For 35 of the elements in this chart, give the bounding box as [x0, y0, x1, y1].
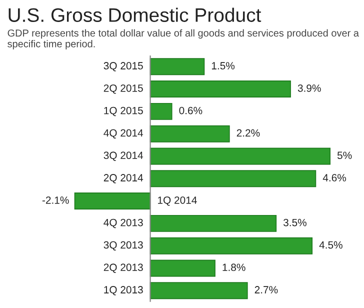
chart-subtitle: GDP represents the total dollar value of all goods and services produced over a specific time period.	[8, 29, 359, 50]
data-label: 2.7%	[254, 286, 278, 294]
y-tick-label: 3Q 2015	[104, 62, 143, 72]
data-label: 1.5%	[212, 62, 235, 70]
bar	[150, 214, 277, 232]
y-tick-label: 2Q 2014	[104, 174, 144, 184]
data-label: 1.8%	[222, 264, 246, 272]
bar	[150, 170, 316, 188]
bar	[150, 282, 248, 300]
chart-title: U.S. Gross Domestic Product	[8, 8, 262, 22]
y-tick-label: 4Q 2013	[104, 218, 143, 228]
bar	[150, 148, 331, 165]
data-label: 3.9%	[298, 84, 321, 92]
y-tick-label: 3Q 2014	[104, 152, 144, 161]
data-label: 4.5%	[319, 241, 342, 249]
y-tick-label: 2Q 2015	[104, 84, 143, 94]
data-label: 5%	[337, 152, 352, 160]
bar	[150, 260, 216, 277]
bar	[150, 80, 291, 98]
y-tick-label: 4Q 2014	[104, 129, 144, 138]
bar	[150, 58, 205, 76]
data-label: 2.2%	[236, 129, 260, 137]
data-label: 0.6%	[179, 106, 202, 114]
y-tick-label: 1Q 2013	[104, 286, 143, 296]
y-tick-label: 2Q 2013	[104, 264, 143, 273]
y-tick-label: 3Q 2013	[104, 241, 143, 250]
bar	[150, 237, 313, 254]
bar	[150, 102, 172, 120]
data-label: -2.1%	[42, 196, 69, 204]
data-label: 3.5%	[283, 218, 306, 226]
bar	[150, 125, 230, 142]
bar	[74, 192, 151, 210]
data-label: 4.6%	[322, 174, 346, 182]
y-tick-label: 1Q 2014	[158, 196, 197, 206]
y-tick-label: 1Q 2015	[104, 106, 143, 116]
